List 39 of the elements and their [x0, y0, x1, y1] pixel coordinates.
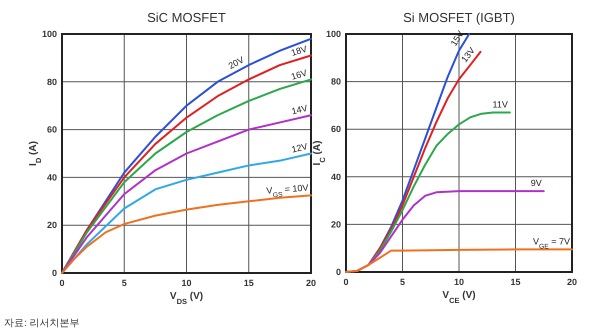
x-tick-label: 20: [306, 278, 316, 288]
x-tick-label: 10: [454, 277, 464, 287]
x-tick-label: 5: [122, 278, 127, 288]
x-tick-label: 5: [400, 277, 406, 287]
line-series: [345, 248, 573, 273]
x-tick-label: 0: [59, 278, 65, 288]
y-tick-label: 100: [42, 29, 57, 39]
y-tick-label: 40: [330, 172, 341, 182]
x-tick-label: 0: [343, 277, 349, 287]
y-tick-label: 60: [46, 124, 57, 135]
text: 자료: 리서치본부: [4, 318, 80, 329]
text: 20V: [226, 54, 246, 71]
x-axis-title: V$_{CE}$ (V): [442, 290, 476, 304]
y-tick-label: 80: [46, 76, 57, 87]
line-series: [61, 194, 312, 274]
line-series: [61, 114, 312, 274]
y-tick-label: 20: [330, 219, 341, 230]
x-axis-title: V$_{DS}$ (V): [170, 291, 204, 306]
text: 14V: [290, 103, 308, 116]
text: 16V: [290, 68, 308, 82]
chart-title: SiC MOSFET: [147, 10, 226, 25]
y-tick-label: 100: [326, 29, 341, 39]
x-tick-label: 15: [244, 278, 254, 288]
text: 18V: [290, 44, 308, 58]
y-tick-label: 20: [46, 220, 57, 230]
x-tick-label: 10: [181, 278, 192, 288]
y-tick-label: 60: [330, 124, 341, 134]
y-tick-label: 40: [46, 172, 57, 182]
y-tick-label: 0: [336, 267, 341, 277]
text: 12V: [290, 141, 308, 155]
series-label: V$_{GE}$ = 7V: [532, 236, 570, 250]
series-label: V$_{GS}$ = 10V: [266, 182, 309, 199]
chart-title: Si MOSFET (IGBT): [403, 10, 515, 25]
x-tick-label: 20: [566, 277, 578, 287]
series-label: 9V: [530, 178, 542, 188]
x-tick-label: 15: [510, 277, 521, 287]
y-tick-label: 80: [330, 76, 341, 87]
y-tick-label: 0: [52, 268, 57, 278]
series-label: 11V: [492, 100, 508, 110]
